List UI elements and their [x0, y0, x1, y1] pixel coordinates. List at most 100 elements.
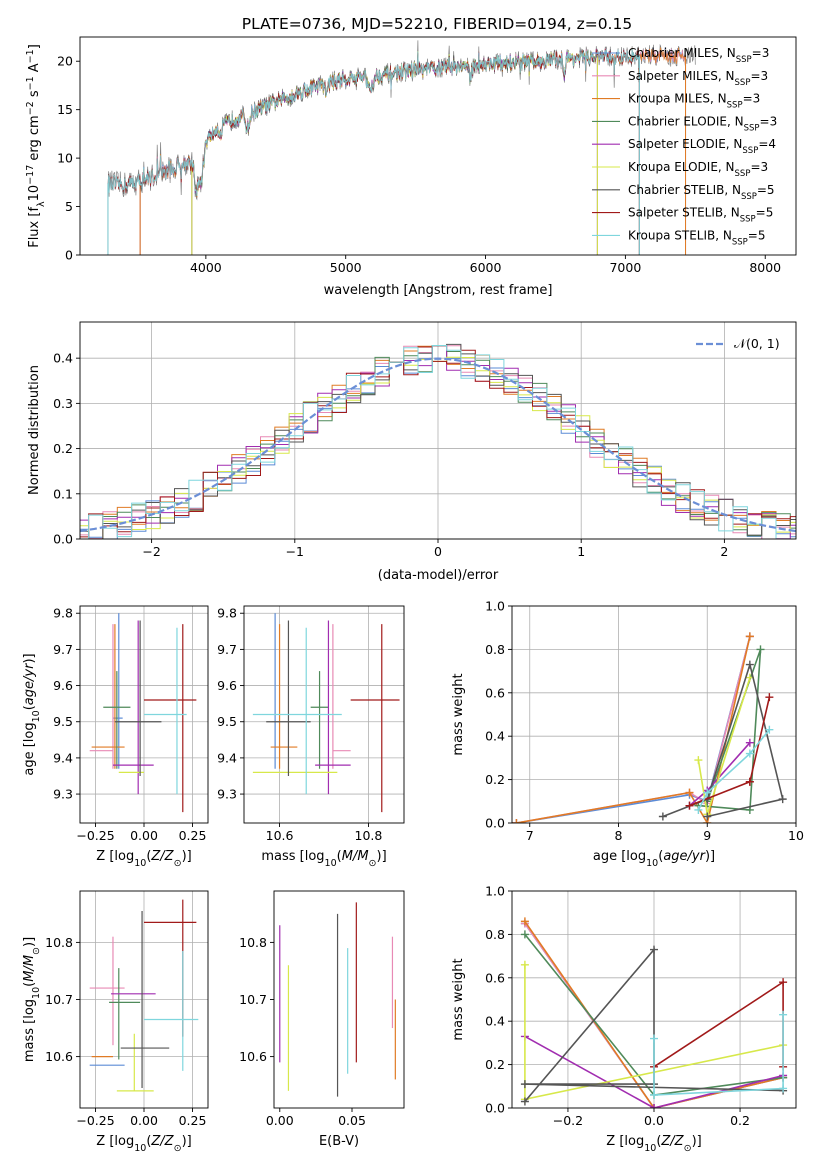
label-part: Z [log	[96, 1134, 134, 1149]
y-axis-label: Flux [fλ10−17 erg cm−2 s−1 A−1]	[25, 44, 47, 248]
y-tick-label: 0.0	[53, 532, 73, 547]
series-line	[524, 1035, 784, 1108]
legend-label-base: Kroupa MILES, N	[628, 92, 727, 106]
age_vs_Z-panel: −0.25 0.00 0.259.39.49.59.69.79.8Z [log10(…	[22, 605, 209, 869]
series-line	[524, 920, 784, 1108]
x-tick-label: 0.00	[130, 1113, 158, 1128]
x-tick-label: 9	[703, 828, 711, 843]
y-tick-label: 9.7	[53, 642, 73, 657]
x-tick-label: 5000	[330, 260, 362, 275]
y-tick-label: 1.0	[485, 884, 505, 899]
y-tick-label: 0.4	[485, 1014, 505, 1029]
series-marker	[685, 801, 694, 810]
legend-label-n: =5	[756, 206, 774, 220]
label-part: ⊙	[174, 858, 182, 869]
series-marker	[512, 819, 521, 823]
legend-label-sub: SSP	[727, 101, 743, 111]
label-part: ⊙	[31, 947, 42, 955]
series-marker	[658, 812, 667, 821]
label-part: (	[22, 982, 37, 987]
x-tick-label: 7000	[609, 260, 641, 275]
mass_vs_EBV-panel: 0.00 0.05 10.6 10.7 10.8 E(B-V)	[239, 890, 405, 1149]
legend-label-base: Salpeter ELODIE, N	[628, 137, 742, 151]
spectrum-model-salpeter-stelib	[107, 47, 640, 195]
errorbar-kroupa-stelib	[144, 627, 187, 795]
hist-salpeter-elodie	[80, 345, 796, 539]
errorbar-kroupa-stelib	[144, 950, 199, 1071]
series-marker	[745, 749, 754, 758]
y-tick-label: 0.0	[485, 1101, 505, 1116]
legend-label-normal: 𝒩(0, 1)	[734, 336, 780, 351]
errorbar-salpeter-elodie	[315, 620, 351, 795]
axes-frame	[243, 605, 405, 824]
series-marker	[745, 660, 754, 669]
label-part: ⊙	[174, 1143, 182, 1154]
legend-label-n: =5	[757, 183, 775, 197]
series-marker	[765, 725, 774, 734]
y-tick-label: 10.6	[45, 1049, 73, 1064]
label-part: Z/Z	[660, 1134, 684, 1149]
series-marker	[520, 1097, 529, 1106]
label-part: (	[146, 849, 151, 864]
series-marker	[779, 978, 788, 987]
series-marker	[779, 1010, 788, 1019]
residuals-plot-area	[80, 343, 796, 539]
legend-label-sub: SSP	[741, 192, 757, 202]
series-kroupa-stelib	[694, 725, 774, 814]
x-axis-label: Z [log10(Z/Z⊙)]	[606, 1134, 701, 1154]
y-axis-label: mass [log10(M/M⊙)]	[22, 937, 42, 1062]
y-tick-label: 0.0	[485, 816, 505, 831]
errorbar-salpeter-stelib	[144, 624, 197, 813]
age_vs_Z-plot-area	[89, 613, 197, 813]
legend-label-n: =4	[758, 137, 776, 151]
x-tick-label: 6000	[470, 260, 502, 275]
hist-chabrier-stelib	[80, 343, 796, 539]
y-tick-label: 5	[65, 199, 73, 214]
axes-frame	[511, 605, 797, 824]
label-part: 10	[646, 858, 658, 869]
label-part: Z [log	[606, 1134, 644, 1149]
legend-label-base: Kroupa STELIB, N	[628, 228, 732, 242]
series-marker	[756, 645, 765, 654]
x-axis-label: mass [log10(M/M⊙)]	[261, 849, 386, 869]
legend-label-sub: SSP	[742, 146, 758, 156]
series-line	[698, 649, 762, 811]
errorbar-kroupa-elodie	[116, 1033, 154, 1092]
series-marker	[703, 812, 712, 821]
series-marker	[520, 960, 529, 969]
series-marker	[778, 795, 787, 804]
legend-label-sub: SSP	[740, 215, 756, 225]
series-chabrier-miles	[512, 632, 754, 823]
errorbar-salpeter-stelib	[350, 624, 400, 813]
hist-chabrier-elodie	[80, 351, 796, 539]
x-tick-label: 10.6	[266, 828, 294, 843]
x-tick-label: 0.25	[179, 828, 207, 843]
series-marker	[779, 1084, 788, 1093]
label-part: 10	[644, 1143, 656, 1154]
label-part: −1	[25, 49, 36, 63]
x-tick-label: 7	[526, 828, 534, 843]
x-tick-label: 0.0	[644, 1113, 664, 1128]
y-tick-label: 10.7	[239, 992, 267, 1007]
y-tick-label: 9.5	[217, 714, 237, 729]
label-part: )]	[182, 1134, 192, 1149]
series-marker	[685, 788, 694, 797]
legend-label-kroupa-miles: Kroupa MILES, NSSP=3	[628, 92, 760, 111]
label-part: 10	[31, 987, 42, 999]
series-marker	[745, 777, 754, 786]
series-marker	[703, 788, 712, 797]
y-tick-label: 9.5	[53, 714, 73, 729]
label-part: 10	[27, 185, 42, 202]
errorbar-chabrier-stelib	[114, 620, 162, 776]
y-tick-label: 1.0	[485, 599, 505, 614]
y-tick-label: 0.1	[53, 486, 73, 501]
series-marker	[520, 917, 529, 926]
label-part: (	[658, 849, 663, 864]
legend-label-base: Chabrier STELIB, N	[628, 183, 741, 197]
axes-frame	[273, 890, 405, 1109]
y-axis-label: age [log10(age/yr)]	[22, 653, 42, 775]
x-axis-label: E(B-V)	[319, 1134, 359, 1149]
legend-label-chabrier-stelib: Chabrier STELIB, NSSP=5	[628, 183, 775, 202]
spectrum-plot-area	[107, 40, 696, 255]
